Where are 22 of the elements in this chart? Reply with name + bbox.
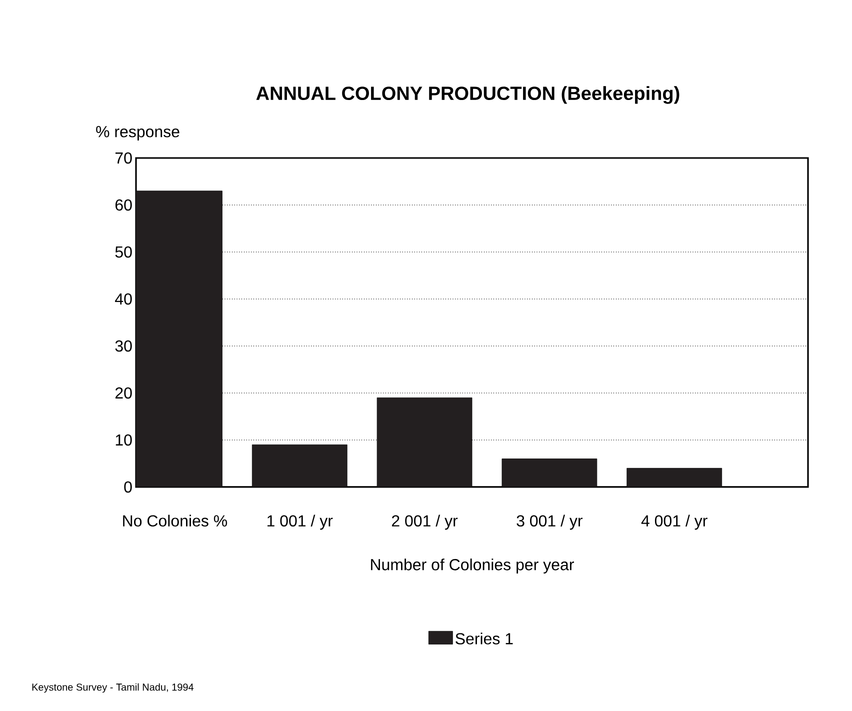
- y-tick-label: 50: [115, 246, 132, 258]
- text: Keystone Survey - Tamil Nadu, 1994: [32, 683, 194, 693]
- x-tick-label: 1 001 / yr: [268, 514, 333, 530]
- x-tick-label: 4 001 / yr: [641, 514, 708, 530]
- y-tick-label: 70: [115, 152, 132, 164]
- y-tick-label: 0: [124, 481, 132, 493]
- bar: [377, 398, 472, 487]
- legend-label: Series 1: [456, 632, 513, 644]
- bar: [626, 468, 722, 487]
- y-tick-label: 20: [115, 387, 132, 399]
- x-axis-title: Number of Colonies per year: [371, 558, 574, 574]
- bar: [502, 458, 597, 487]
- bar: [252, 444, 348, 487]
- y-axis-title: % response: [96, 126, 180, 140]
- y-tick-label: 60: [115, 199, 132, 211]
- y-tick-label: 30: [115, 340, 132, 352]
- y-tick-label: 10: [116, 434, 132, 446]
- chart-title: ANNUAL COLONY PRODUCTION (Beekeeping): [256, 86, 680, 104]
- x-tick-label: 2 001 / yr: [392, 514, 458, 530]
- y-tick-label: 40: [115, 293, 132, 305]
- x-tick-label: 3 001 / yr: [516, 514, 583, 530]
- x-tick-label: No Colonies %: [123, 514, 228, 527]
